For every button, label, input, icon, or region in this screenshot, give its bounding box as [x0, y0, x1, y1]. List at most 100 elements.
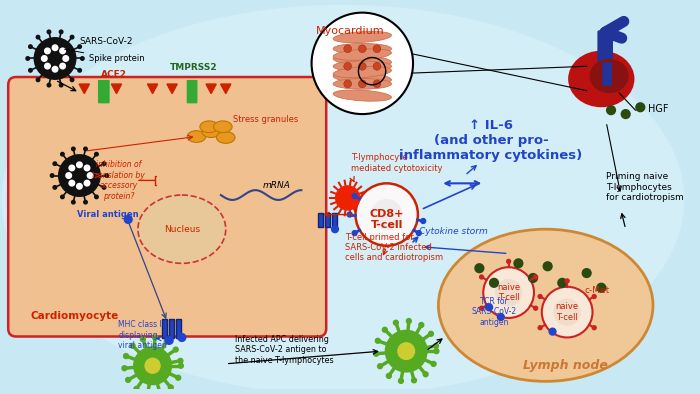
- Circle shape: [386, 374, 391, 378]
- Ellipse shape: [333, 43, 391, 54]
- Circle shape: [416, 230, 421, 236]
- Polygon shape: [206, 84, 216, 94]
- Circle shape: [178, 363, 183, 368]
- Circle shape: [498, 314, 504, 320]
- FancyBboxPatch shape: [8, 77, 326, 336]
- Text: Priming naive
T-lymphocytes
for cardiotropism: Priming naive T-lymphocytes for cardiotr…: [606, 172, 684, 202]
- Circle shape: [29, 69, 32, 72]
- Circle shape: [371, 199, 402, 230]
- Circle shape: [549, 328, 556, 335]
- Ellipse shape: [202, 126, 220, 138]
- Circle shape: [47, 30, 50, 33]
- Text: inhibition of
translation by
accessory
protein?: inhibition of translation by accessory p…: [92, 160, 145, 201]
- Circle shape: [125, 216, 132, 223]
- Circle shape: [344, 80, 351, 88]
- Circle shape: [475, 264, 484, 273]
- FancyBboxPatch shape: [187, 80, 197, 103]
- Circle shape: [358, 45, 366, 53]
- Circle shape: [144, 358, 161, 374]
- Circle shape: [312, 13, 413, 114]
- Circle shape: [60, 30, 63, 33]
- Circle shape: [486, 304, 493, 310]
- Circle shape: [335, 185, 361, 211]
- Circle shape: [434, 349, 439, 353]
- Circle shape: [636, 103, 645, 112]
- Circle shape: [53, 186, 57, 189]
- Circle shape: [66, 173, 71, 178]
- Circle shape: [538, 295, 542, 298]
- Text: ACE2: ACE2: [101, 70, 127, 79]
- Text: HGF: HGF: [648, 104, 668, 114]
- Text: naive
T-cell: naive T-cell: [556, 303, 579, 322]
- Circle shape: [165, 336, 173, 344]
- Circle shape: [352, 193, 357, 199]
- Circle shape: [124, 354, 128, 359]
- Ellipse shape: [333, 55, 391, 66]
- Circle shape: [375, 338, 380, 343]
- Circle shape: [607, 106, 615, 115]
- Text: Cardiomyocyte: Cardiomyocyte: [31, 311, 119, 321]
- Ellipse shape: [438, 229, 653, 381]
- Text: Nucleus: Nucleus: [164, 225, 200, 234]
- FancyBboxPatch shape: [326, 213, 330, 227]
- Circle shape: [84, 180, 90, 186]
- Circle shape: [36, 78, 40, 82]
- Circle shape: [358, 80, 366, 88]
- Circle shape: [134, 387, 139, 391]
- Circle shape: [34, 37, 76, 80]
- Circle shape: [419, 323, 423, 327]
- Circle shape: [592, 295, 596, 298]
- Circle shape: [514, 259, 523, 268]
- Circle shape: [70, 35, 74, 39]
- Circle shape: [69, 165, 75, 171]
- Circle shape: [554, 298, 581, 326]
- Circle shape: [60, 84, 63, 87]
- Circle shape: [352, 230, 357, 236]
- Circle shape: [382, 327, 387, 332]
- Circle shape: [483, 267, 534, 318]
- Text: Spike protein: Spike protein: [64, 49, 145, 63]
- Circle shape: [80, 57, 84, 60]
- Circle shape: [480, 275, 484, 279]
- Text: ↑ IL-6
(and other pro-
inflammatory cytokines): ↑ IL-6 (and other pro- inflammatory cyto…: [400, 119, 582, 162]
- Circle shape: [407, 319, 412, 323]
- Circle shape: [41, 56, 47, 61]
- Polygon shape: [79, 84, 90, 94]
- Circle shape: [145, 391, 150, 394]
- Circle shape: [76, 162, 82, 167]
- Ellipse shape: [216, 132, 235, 143]
- FancyBboxPatch shape: [332, 213, 337, 227]
- Circle shape: [582, 269, 591, 277]
- Circle shape: [168, 385, 173, 390]
- Ellipse shape: [187, 131, 206, 142]
- Circle shape: [592, 326, 596, 330]
- Circle shape: [94, 152, 98, 156]
- Circle shape: [178, 359, 183, 363]
- Circle shape: [122, 366, 127, 371]
- Circle shape: [480, 306, 484, 310]
- Ellipse shape: [333, 67, 391, 78]
- Circle shape: [176, 375, 181, 380]
- Circle shape: [412, 378, 416, 383]
- Circle shape: [94, 195, 98, 199]
- Circle shape: [58, 154, 101, 197]
- Text: SARS-CoV-2: SARS-CoV-2: [79, 37, 133, 46]
- Circle shape: [45, 48, 50, 54]
- Circle shape: [424, 372, 428, 377]
- Circle shape: [61, 195, 64, 199]
- Polygon shape: [167, 84, 177, 94]
- Polygon shape: [220, 84, 231, 94]
- Text: c-Met: c-Met: [584, 286, 610, 295]
- Ellipse shape: [333, 61, 391, 72]
- Circle shape: [36, 35, 40, 39]
- Circle shape: [63, 56, 69, 61]
- Circle shape: [373, 80, 381, 88]
- Circle shape: [495, 279, 522, 306]
- Circle shape: [489, 279, 498, 287]
- Circle shape: [421, 219, 426, 223]
- Circle shape: [153, 335, 158, 340]
- Text: Stress granules: Stress granules: [232, 115, 298, 124]
- FancyBboxPatch shape: [176, 319, 181, 338]
- Circle shape: [125, 377, 130, 382]
- Circle shape: [344, 62, 351, 70]
